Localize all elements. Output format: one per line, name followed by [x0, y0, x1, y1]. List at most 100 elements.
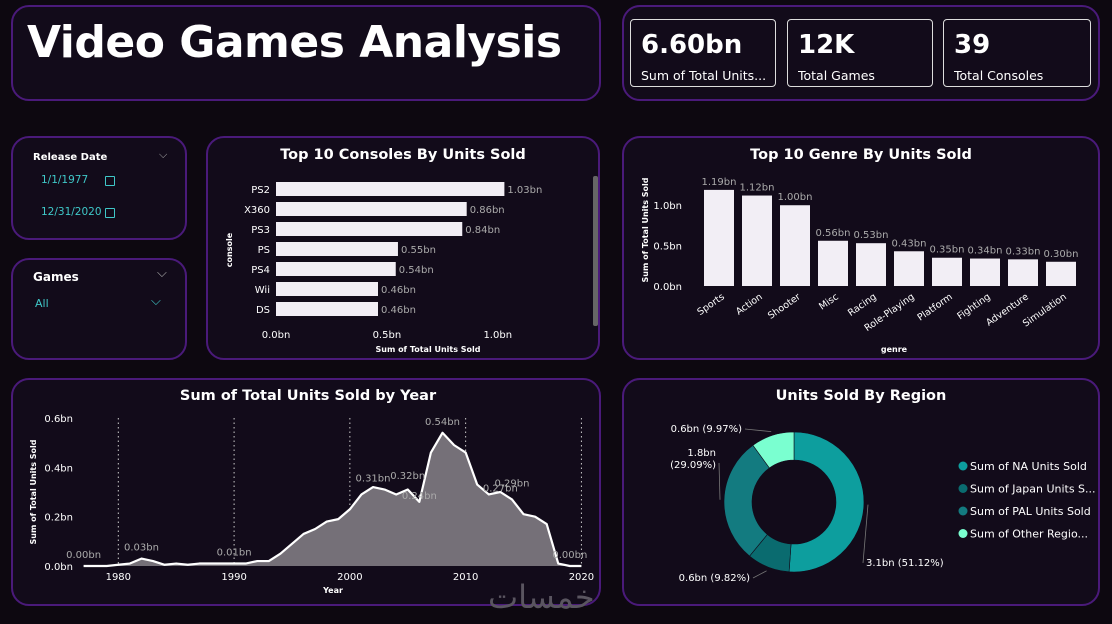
kpi-label: Sum of Total Units... [641, 68, 767, 83]
bar-value-label: 1.03bn [507, 185, 542, 196]
data-label: 0.01bn [217, 548, 252, 559]
y-tick-label: 0.0bn [653, 282, 682, 293]
x-tick-label: 1990 [221, 572, 246, 583]
bar [894, 251, 924, 286]
data-label: 0.54bn [425, 417, 460, 428]
bar-value-label: 0.56bn [816, 228, 851, 239]
y-axis-title: Sum of Total Units Sold [641, 177, 650, 282]
bar-value-label: 0.30bn [1044, 249, 1079, 260]
watermark-logo: خمسات [488, 578, 595, 616]
calendar-icon[interactable] [105, 208, 115, 218]
chart-title: Top 10 Consoles By Units Sold [280, 147, 526, 163]
bar [276, 302, 378, 316]
bar-value-label: 1.19bn [702, 177, 737, 188]
data-label: 0.00bn [66, 550, 101, 561]
bar-value-label: 1.00bn [778, 192, 813, 203]
bar [276, 242, 398, 256]
slicer-title: Release Date [33, 152, 108, 163]
chart-title: Units Sold By Region [775, 388, 947, 404]
consoles-chart-panel: Top 10 Consoles By Units Sold PS2 1.03bn X… [206, 136, 600, 360]
calendar-icon[interactable] [105, 176, 115, 186]
bar-value-label: 0.84bn [465, 225, 500, 236]
bar [276, 182, 505, 196]
genre-chart-panel: Top 10 Genre By Units Sold 0.0bn 0.5bn 1.0… [622, 136, 1100, 360]
slice-label: 0.6bn (9.82%) [679, 573, 750, 584]
bar [1008, 259, 1038, 286]
data-label: 0.00bn [552, 550, 587, 561]
x-tick-label: 0.0bn [262, 330, 291, 341]
data-label: 0.24bn [402, 491, 437, 502]
leader-line [718, 462, 721, 500]
x-tick-label: 2000 [337, 572, 362, 583]
x-category-label: Action [734, 291, 765, 317]
bar-value-label: 0.54bn [399, 265, 434, 276]
kpi-value: 39 [954, 30, 991, 60]
area-fill [83, 432, 582, 566]
end-date-input[interactable]: 12/31/2020 [41, 206, 102, 218]
legend-marker [958, 484, 968, 493]
consoles-bar-chart: PS2 1.03bn X360 0.86bn PS3 0.84bn PS 0.55bn PS4 0… [225, 176, 598, 354]
bar-value-label: 0.43bn [892, 238, 927, 249]
kpi-total-games[interactable]: 12K Total Games [787, 19, 933, 87]
legend-item: Sum of NA Units Sold [970, 460, 1087, 473]
x-category-label: Platform [916, 291, 955, 323]
bar-category-label: X360 [244, 205, 270, 216]
x-category-label: Shooter [766, 291, 803, 321]
kpi-label: Total Games [798, 68, 875, 83]
donut-slice [752, 431, 795, 469]
genre-bar-chart: 0.0bn 0.5bn 1.0bn 1.19bn Sports 1.12bn Action 1… [641, 177, 1079, 354]
x-tick-label: 2020 [569, 572, 594, 583]
bar-value-label: 0.46bn [381, 285, 416, 296]
bar [276, 262, 396, 276]
leader-line [744, 428, 772, 432]
scrollbar [593, 176, 598, 326]
kpi-value: 6.60bn [641, 30, 743, 60]
region-chart-panel: Units Sold By Region 3.1bn (51.12%) 0.6bn… [622, 378, 1100, 606]
bar-category-label: PS3 [251, 225, 270, 236]
chart-title: Top 10 Genre By Units Sold [750, 147, 972, 163]
x-category-label: Sports [695, 291, 726, 318]
x-category-label: Racing [846, 291, 879, 318]
bar-category-label: PS2 [251, 185, 270, 196]
games-dropdown-value[interactable]: All [35, 297, 49, 310]
y-tick-label: 0.5bn [653, 242, 682, 253]
line-series [83, 431, 582, 568]
kpi-total-units[interactable]: 6.60bn Sum of Total Units... [630, 19, 776, 87]
y-tick-label: 0.4bn [44, 463, 73, 474]
chevron-down-icon[interactable]: ⌵ [151, 294, 161, 309]
chevron-down-icon[interactable]: ⌵ [159, 148, 168, 161]
bar-value-label: 0.55bn [401, 245, 436, 256]
y-tick-label: 0.2bn [44, 513, 73, 524]
bar-value-label: 0.35bn [930, 245, 965, 256]
chevron-down-icon[interactable]: ⌵ [157, 266, 167, 281]
x-tick-label: 0.5bn [373, 330, 402, 341]
bar-category-label: DS [256, 305, 270, 316]
bar-category-label: Wii [255, 285, 270, 296]
kpi-total-consoles[interactable]: 39 Total Consoles [943, 19, 1091, 87]
bar [704, 189, 734, 286]
y-tick-label: 0.6bn [44, 414, 73, 425]
page-title: Video Games Analysis [27, 17, 562, 68]
title-panel: Video Games Analysis [11, 5, 601, 101]
x-category-label: Misc [817, 291, 841, 312]
region-donut-chart: 3.1bn (51.12%) 0.6bn (9.82%) 1.8bn(29.09%)… [670, 424, 1095, 584]
bar-value-label: 0.34bn [968, 246, 1003, 257]
data-label: 0.31bn [356, 474, 391, 485]
data-label: 0.03bn [124, 543, 159, 554]
y-tick-label: 1.0bn [653, 201, 682, 212]
x-axis-title: Year [322, 586, 343, 595]
games-slicer[interactable]: Games ⌵ All ⌵ [11, 258, 187, 360]
bar [276, 222, 463, 236]
release-date-slicer[interactable]: Release Date ⌵ 1/1/1977 12/31/2020 [11, 136, 187, 240]
x-axis-title: genre [881, 345, 908, 354]
kpi-panel: 6.60bn Sum of Total Units... 12K Total G… [622, 5, 1100, 101]
bar-value-label: 0.33bn [1006, 246, 1041, 257]
donut-slice [723, 444, 770, 557]
data-label: 0.32bn [390, 471, 425, 482]
bar [742, 195, 772, 286]
y-axis-title: Sum of Total Units Sold [29, 439, 38, 544]
bar-value-label: 0.46bn [381, 305, 416, 316]
legend-item: Sum of Other Regio... [970, 528, 1088, 541]
start-date-input[interactable]: 1/1/1977 [41, 174, 89, 186]
bar-value-label: 1.12bn [740, 183, 775, 194]
